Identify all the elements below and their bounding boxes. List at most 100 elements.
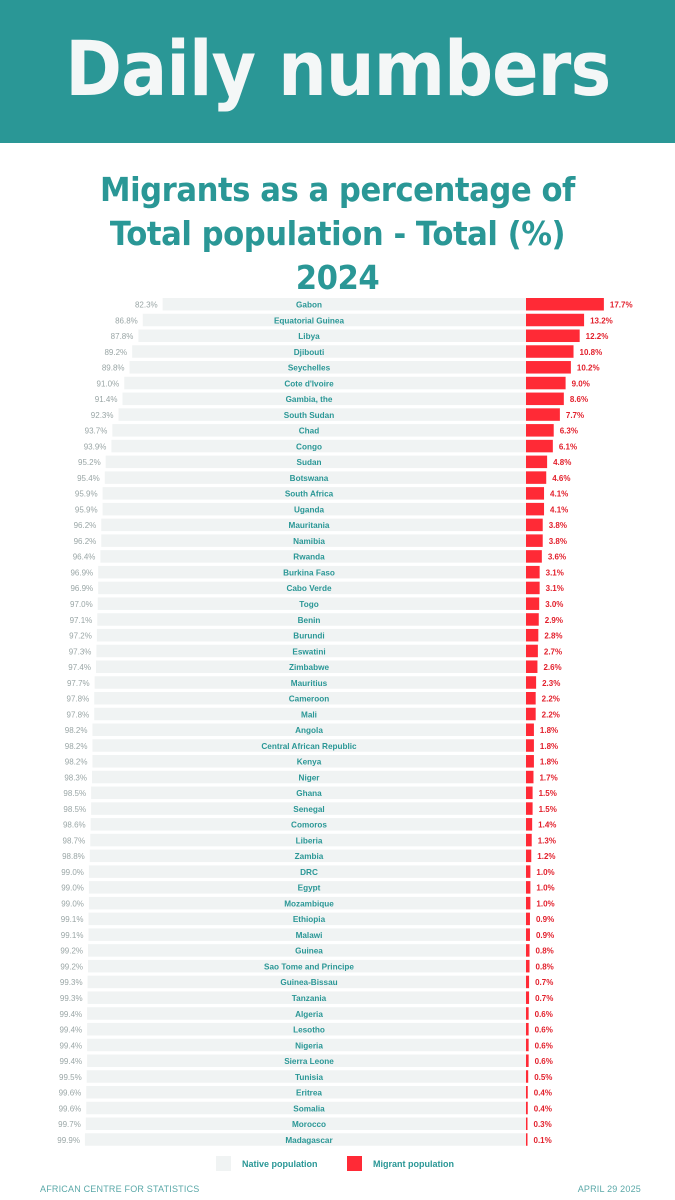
chart-title: Migrants as a percentage of Total popula…	[100, 170, 575, 297]
legend-label-native: Native population	[242, 1158, 318, 1169]
native-value-label: 99.0%	[61, 868, 84, 877]
native-value-label: 97.7%	[67, 679, 90, 688]
migrant-value-label: 2.3%	[542, 679, 560, 688]
native-value-label: 99.6%	[59, 1104, 82, 1113]
migrant-bar	[526, 550, 542, 563]
native-bar	[95, 660, 526, 673]
country-label: Tanzania	[292, 994, 327, 1003]
country-label: Mauritius	[291, 679, 328, 688]
native-value-label: 86.8%	[115, 316, 138, 325]
country-label: Benin	[298, 616, 321, 625]
native-bar	[112, 424, 526, 437]
country-label: Sao Tome and Principe	[264, 962, 354, 971]
country-label: Burundi	[293, 632, 324, 641]
migrant-value-label: 1.3%	[538, 836, 556, 845]
native-value-label: 97.8%	[67, 710, 90, 719]
country-label: Guinea-Bissau	[280, 978, 337, 987]
migrant-bar	[526, 534, 543, 547]
migrant-bar	[526, 644, 538, 658]
native-bar	[138, 329, 526, 343]
migrant-bar	[526, 944, 530, 957]
migrant-bar	[526, 408, 560, 421]
migrant-bar	[526, 502, 545, 516]
native-bar	[118, 408, 527, 421]
country-label: Ethiopia	[293, 915, 326, 924]
country-label: Madagascar	[285, 1136, 333, 1145]
country-label: Egypt	[298, 884, 321, 893]
native-bar	[90, 833, 526, 847]
native-bar	[97, 597, 527, 610]
country-label: Gabon	[296, 301, 322, 310]
native-value-label: 99.2%	[60, 962, 83, 971]
native-bar	[88, 896, 526, 910]
country-label: Burkina Faso	[283, 568, 335, 577]
native-bar	[105, 455, 526, 469]
native-bar	[86, 1086, 527, 1099]
country-label: Tunisia	[295, 1073, 323, 1082]
country-label: Zimbabwe	[289, 663, 329, 672]
migrant-bar	[526, 896, 531, 910]
migrant-bar	[526, 376, 566, 390]
native-value-label: 98.3%	[64, 773, 87, 782]
header-banner: Daily numbers	[0, 0, 675, 143]
native-bar	[101, 534, 526, 547]
migrant-bar	[526, 361, 571, 374]
migrant-bar	[526, 865, 531, 878]
migrant-value-label: 8.6%	[570, 395, 588, 404]
migrant-bar	[526, 660, 538, 673]
migrant-bar	[526, 739, 534, 752]
native-bar	[94, 676, 526, 689]
native-bar	[98, 565, 527, 579]
native-bar	[88, 865, 526, 878]
migrant-value-label: 0.4%	[534, 1104, 552, 1113]
migrant-value-label: 0.7%	[535, 978, 553, 987]
migrant-bar	[526, 991, 530, 1004]
country-label: Kenya	[297, 758, 322, 767]
native-bar	[96, 628, 526, 642]
native-value-label: 99.3%	[60, 978, 83, 987]
native-value-label: 98.5%	[63, 789, 86, 798]
migrant-value-label: 0.6%	[535, 1057, 553, 1066]
country-label: Botswana	[290, 474, 329, 483]
native-bar	[94, 692, 526, 705]
native-value-label: 97.1%	[70, 616, 93, 625]
migrant-value-label: 2.2%	[542, 710, 560, 719]
native-bar	[98, 581, 527, 595]
migrant-bar	[526, 471, 547, 484]
country-label: Sierra Leone	[284, 1057, 334, 1066]
native-value-label: 93.9%	[84, 442, 107, 451]
native-bar	[102, 502, 526, 516]
migrant-value-label: 0.9%	[536, 915, 554, 924]
native-value-label: 99.2%	[60, 947, 83, 956]
country-label: Nigeria	[295, 1041, 323, 1050]
country-label: Guinea	[295, 947, 323, 956]
footer-date: APRIL 29 2025	[577, 1184, 641, 1194]
native-value-label: 97.0%	[70, 600, 93, 609]
native-value-label: 99.4%	[59, 1010, 82, 1019]
native-value-label: 96.4%	[73, 553, 96, 562]
native-bar	[104, 471, 527, 484]
native-value-label: 95.9%	[75, 505, 98, 514]
migrant-bar	[526, 928, 530, 941]
migrant-bar	[526, 755, 534, 768]
country-label: Sudan	[296, 458, 321, 467]
legend-item-migrant: Migrant population	[347, 1156, 454, 1171]
country-label: Malawi	[296, 931, 323, 940]
migrant-bar	[526, 298, 604, 311]
migrant-bar	[526, 565, 540, 579]
migrant-value-label: 3.8%	[549, 537, 567, 546]
native-value-label: 99.4%	[59, 1057, 82, 1066]
country-label: South Sudan	[284, 411, 334, 420]
migrant-value-label: 9.0%	[572, 379, 590, 388]
migrant-bar	[526, 802, 533, 815]
migrant-bar	[526, 1070, 529, 1083]
legend-label-migrant: Migrant population	[373, 1158, 454, 1169]
native-bar	[132, 345, 526, 358]
migrant-bar	[526, 597, 540, 610]
migrant-value-label: 2.9%	[545, 616, 563, 625]
migrant-value-label: 1.5%	[539, 789, 557, 798]
native-value-label: 98.7%	[63, 836, 86, 845]
native-value-label: 98.2%	[65, 726, 88, 735]
native-value-label: 98.2%	[65, 758, 88, 767]
native-bar	[111, 439, 526, 453]
